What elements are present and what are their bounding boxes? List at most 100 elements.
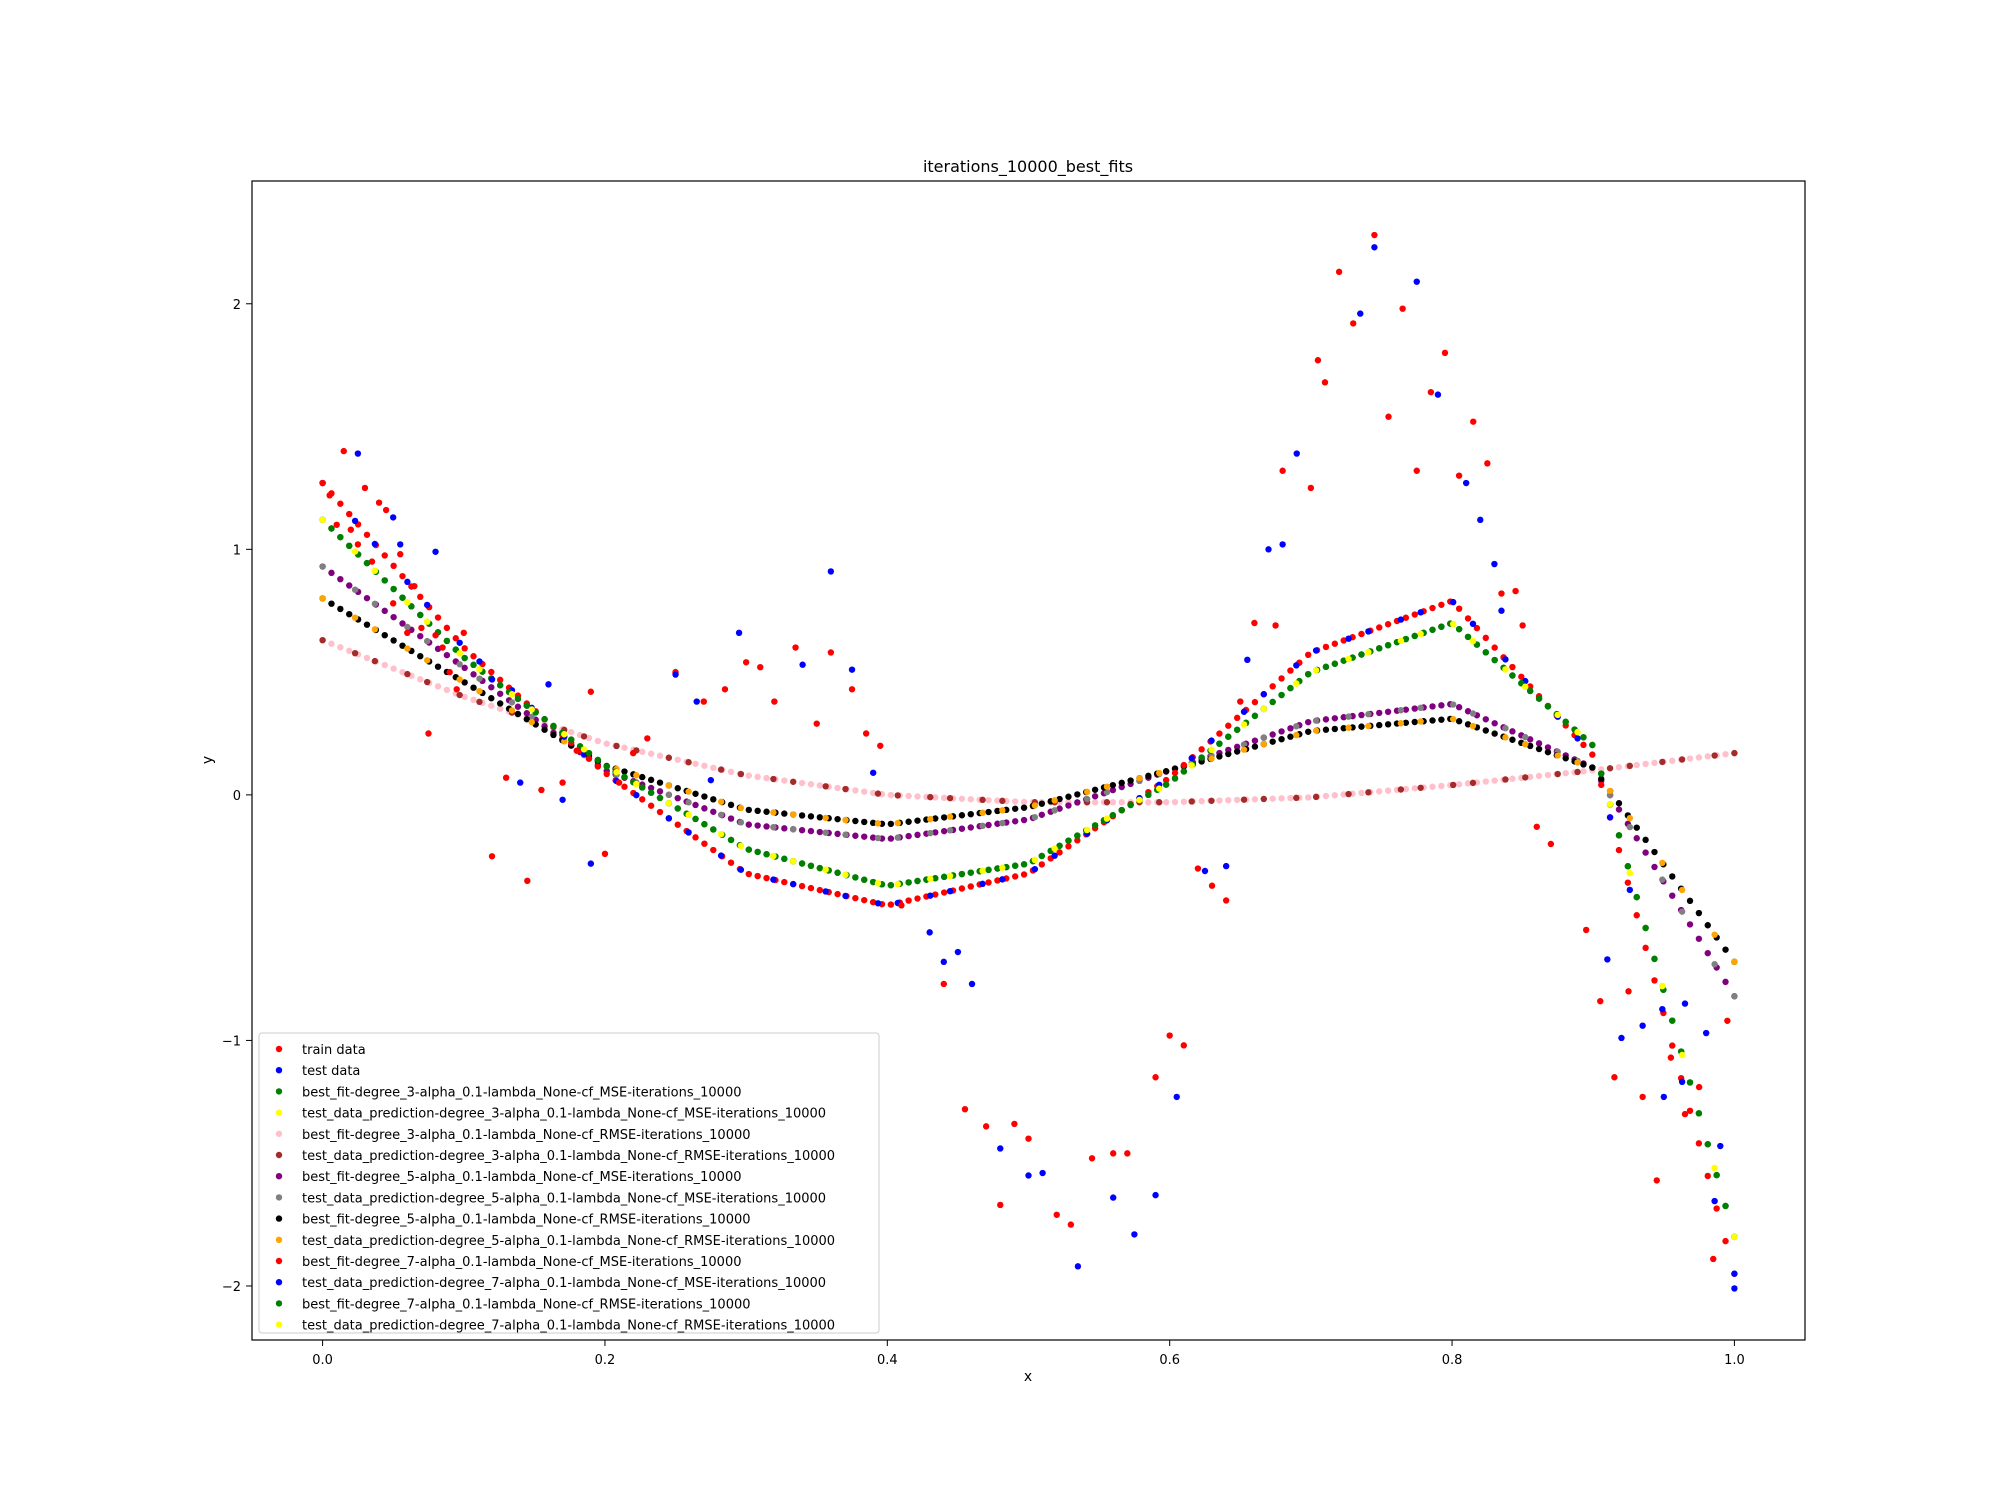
curve-point: [798, 826, 806, 834]
x-tick-label: 0.8: [1442, 1353, 1463, 1368]
data-point: [1582, 926, 1590, 934]
curve-point: [1240, 796, 1248, 803]
curve-point: [869, 878, 877, 886]
curve-point: [1469, 779, 1477, 787]
curve-point: [390, 613, 397, 621]
curve-point: [927, 815, 934, 823]
data-point: [1166, 1032, 1173, 1039]
curve-point: [434, 663, 442, 670]
data-point: [1222, 862, 1230, 870]
curve-point: [1065, 843, 1072, 850]
curve-point: [1103, 799, 1111, 806]
curve-point: [1156, 785, 1163, 792]
curve-point: [1473, 624, 1481, 632]
curve-point: [798, 812, 806, 819]
curve-point: [580, 751, 588, 758]
curve-point: [488, 702, 495, 709]
curve-point: [1626, 762, 1634, 770]
curve-point: [514, 703, 522, 710]
curve-point: [1522, 733, 1529, 741]
data-point: [1208, 882, 1216, 889]
curve-point: [685, 811, 692, 819]
curve-point: [470, 671, 477, 678]
curve-point: [685, 799, 692, 806]
series-14: [319, 516, 1738, 1241]
curve-point: [404, 578, 411, 586]
data-point: [954, 948, 962, 956]
curve-point: [399, 620, 406, 627]
curve-point: [639, 796, 646, 803]
curve-point: [701, 821, 708, 828]
curve-point: [1251, 796, 1259, 803]
curve-point: [1482, 727, 1489, 734]
curve-point: [754, 872, 761, 880]
curve-point: [1304, 794, 1312, 801]
curve-point: [1083, 788, 1091, 796]
data-point: [1611, 1074, 1618, 1081]
curve-point: [807, 781, 815, 788]
curve-point: [701, 805, 708, 812]
curve-point: [1251, 743, 1259, 750]
legend-label: best_fit-degree_7-alpha_0.1-lambda_None-…: [302, 1297, 751, 1312]
curve-point: [1358, 789, 1365, 797]
curve-point: [390, 637, 397, 644]
data-point: [877, 742, 884, 749]
curve-point: [1509, 672, 1516, 679]
data-point: [1371, 231, 1378, 239]
legend-marker: [275, 1215, 283, 1222]
data-point: [898, 902, 905, 909]
curve-point: [399, 572, 406, 580]
curve-point: [985, 796, 992, 804]
curve-point: [1731, 1270, 1738, 1277]
curve-point: [1038, 861, 1046, 868]
curve-point: [1358, 630, 1365, 638]
legend-marker: [275, 1194, 283, 1201]
curve-point: [1340, 637, 1347, 644]
curve-point: [1260, 740, 1268, 748]
curve-point: [822, 829, 829, 836]
legend-marker: [275, 1109, 283, 1116]
curve-point: [979, 809, 986, 816]
curve-point: [737, 866, 745, 873]
curve-point: [789, 857, 797, 865]
curve-point: [488, 668, 495, 676]
data-point: [742, 659, 750, 666]
data-point: [1455, 472, 1463, 479]
curve-point: [346, 647, 353, 655]
curve-point: [603, 763, 610, 770]
curve-point: [1056, 849, 1063, 856]
curve-point: [1589, 741, 1596, 749]
curve-point: [1051, 852, 1058, 859]
legend-marker: [275, 1088, 283, 1095]
curve-point: [456, 661, 463, 668]
curve-point: [1438, 716, 1445, 723]
curve-point: [1208, 737, 1215, 744]
curve-point: [1171, 775, 1179, 782]
x-tick-label: 0.0: [312, 1353, 333, 1368]
curve-point: [770, 876, 777, 883]
curve-point: [1522, 683, 1529, 690]
curve-point: [461, 693, 468, 701]
curve-point: [1293, 723, 1300, 730]
data-point: [997, 1201, 1004, 1209]
curve-point: [665, 782, 673, 789]
curve-point: [1331, 725, 1339, 733]
curve-point: [1722, 978, 1729, 986]
curve-point: [940, 873, 948, 881]
curve-point: [1208, 797, 1215, 804]
curve-point: [781, 825, 788, 832]
series-2: [354, 244, 1738, 1292]
curve-point: [523, 710, 531, 717]
data-point: [587, 688, 595, 695]
curve-point: [745, 846, 753, 853]
curve-point: [1535, 772, 1543, 780]
curve-point: [1669, 1017, 1676, 1024]
legend: train data test data best_fit-degree_3-alp…: [258, 1032, 880, 1334]
y-tick-label: 2: [233, 298, 241, 313]
curve-point: [946, 794, 954, 802]
curve-point: [337, 575, 344, 583]
curve-point: [461, 664, 468, 672]
curve-point: [1074, 799, 1081, 806]
data-point: [940, 958, 947, 966]
curve-point: [701, 762, 708, 769]
